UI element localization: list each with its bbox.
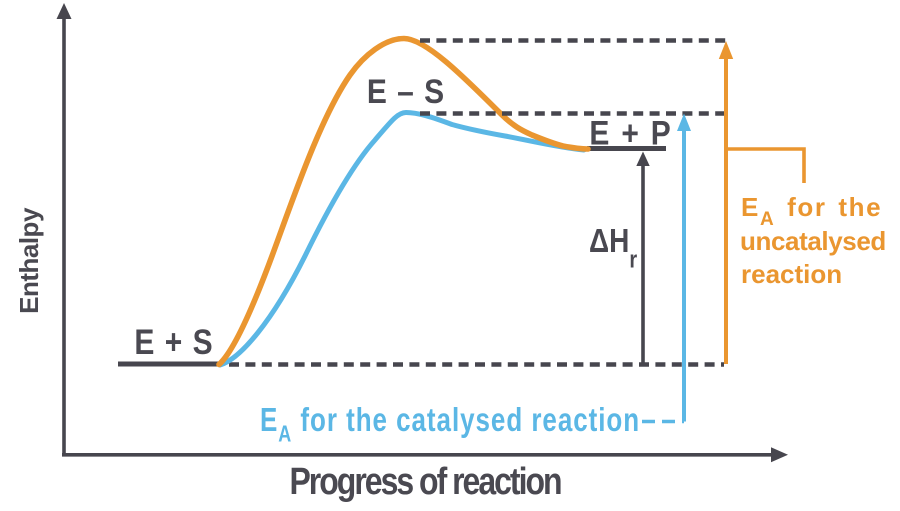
svg-text:EA for the: EA for the bbox=[741, 192, 882, 230]
svg-text:E + P: E + P bbox=[589, 114, 672, 152]
svg-text:reaction: reaction bbox=[741, 259, 842, 289]
svg-text:Enthalpy: Enthalpy bbox=[14, 207, 44, 314]
svg-text:E – S: E – S bbox=[367, 72, 445, 110]
svg-text:E + S: E + S bbox=[134, 322, 213, 362]
svg-text:EA for the catalysed reaction: EA for the catalysed reaction bbox=[260, 402, 640, 447]
svg-text:Progress of reaction: Progress of reaction bbox=[289, 461, 561, 503]
svg-text:ΔHr: ΔHr bbox=[589, 222, 637, 273]
svg-text:uncatalysed: uncatalysed bbox=[740, 226, 886, 256]
